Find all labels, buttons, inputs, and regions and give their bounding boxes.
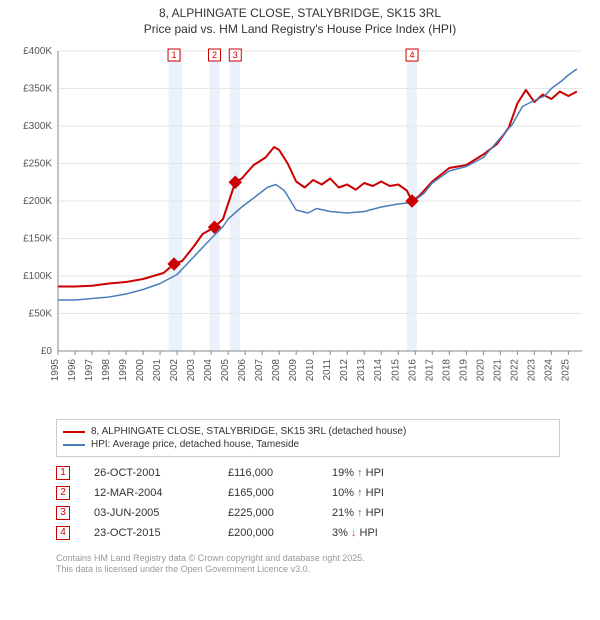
svg-text:£400K: £400K [23,46,52,57]
svg-text:2006: 2006 [237,359,248,382]
sales-row: 1 26-OCT-2001 £116,000 19% ↑ HPI [56,463,560,483]
svg-text:2003: 2003 [186,359,197,382]
svg-text:£300K: £300K [23,121,52,132]
sales-marker-box: 4 [56,526,70,540]
svg-text:1995: 1995 [50,359,61,382]
chart-svg: £0 £50K £100K £150K £200K £250K £300K £350K £400… [8,43,592,413]
sales-date: 23-OCT-2015 [94,527,204,539]
sales-diff: 10% ↑ HPI [332,487,422,499]
legend-swatch-series1 [63,431,85,433]
svg-text:£200K: £200K [23,196,52,207]
legend: 8, ALPHINGATE CLOSE, STALYBRIDGE, SK15 3… [56,419,560,457]
sales-price: £225,000 [228,507,308,519]
footer-attribution: Contains HM Land Registry data © Crown c… [56,553,560,576]
price-chart: £0 £50K £100K £150K £200K £250K £300K £350K £400… [8,43,592,413]
svg-text:4: 4 [410,50,415,60]
svg-text:2019: 2019 [458,359,469,382]
sales-price: £116,000 [228,467,308,479]
svg-text:2018: 2018 [441,359,452,382]
svg-text:2004: 2004 [203,359,214,382]
svg-text:2024: 2024 [543,359,554,382]
svg-text:2015: 2015 [390,359,401,382]
svg-text:£150K: £150K [23,234,52,245]
sales-marker-box: 2 [56,486,70,500]
sales-diff: 3% ↓ HPI [332,527,422,539]
sales-diff: 19% ↑ HPI [332,467,422,479]
svg-text:2020: 2020 [475,359,486,382]
footer-line2: This data is licensed under the Open Gov… [56,564,560,575]
sales-diff: 21% ↑ HPI [332,507,422,519]
legend-row-series2: HPI: Average price, detached house, Tame… [63,439,553,450]
svg-text:2013: 2013 [356,359,367,382]
sales-row: 2 12-MAR-2004 £165,000 10% ↑ HPI [56,483,560,503]
svg-text:2017: 2017 [424,359,435,382]
sales-date: 26-OCT-2001 [94,467,204,479]
svg-text:£100K: £100K [23,271,52,282]
sales-date: 12-MAR-2004 [94,487,204,499]
sales-price: £200,000 [228,527,308,539]
svg-text:2009: 2009 [288,359,299,382]
svg-text:2025: 2025 [560,359,571,382]
legend-label-series1: 8, ALPHINGATE CLOSE, STALYBRIDGE, SK15 3… [91,426,406,437]
svg-text:2021: 2021 [492,359,503,382]
footer-line1: Contains HM Land Registry data © Crown c… [56,553,560,564]
sales-table: 1 26-OCT-2001 £116,000 19% ↑ HPI 2 12-MAR-200… [56,463,560,543]
chart-title-block: 8, ALPHINGATE CLOSE, STALYBRIDGE, SK15 3… [0,0,600,39]
legend-label-series2: HPI: Average price, detached house, Tame… [91,439,299,450]
svg-text:2014: 2014 [373,359,384,382]
svg-text:2: 2 [212,50,217,60]
svg-text:3: 3 [233,50,238,60]
svg-text:2022: 2022 [509,359,520,382]
svg-text:1998: 1998 [101,359,112,382]
svg-text:1996: 1996 [67,359,78,382]
svg-text:2008: 2008 [271,359,282,382]
sales-marker-box: 3 [56,506,70,520]
svg-text:1997: 1997 [84,359,95,382]
svg-text:2011: 2011 [322,359,333,381]
svg-text:2007: 2007 [254,359,265,382]
svg-text:£50K: £50K [29,309,53,320]
svg-text:2023: 2023 [526,359,537,382]
svg-text:2005: 2005 [220,359,231,382]
legend-row-series1: 8, ALPHINGATE CLOSE, STALYBRIDGE, SK15 3… [63,426,553,437]
svg-text:2010: 2010 [305,359,316,382]
svg-text:2016: 2016 [407,359,418,382]
svg-text:2001: 2001 [152,359,163,382]
legend-swatch-series2 [63,444,85,446]
sales-price: £165,000 [228,487,308,499]
title-line2: Price paid vs. HM Land Registry's House … [0,22,600,38]
svg-text:2000: 2000 [135,359,146,382]
sales-row: 4 23-OCT-2015 £200,000 3% ↓ HPI [56,523,560,543]
sales-row: 3 03-JUN-2005 £225,000 21% ↑ HPI [56,503,560,523]
title-line1: 8, ALPHINGATE CLOSE, STALYBRIDGE, SK15 3… [0,6,600,22]
svg-text:2012: 2012 [339,359,350,382]
sales-date: 03-JUN-2005 [94,507,204,519]
sales-marker-box: 1 [56,466,70,480]
svg-text:2002: 2002 [169,359,180,382]
svg-text:£0: £0 [41,346,53,357]
svg-text:1: 1 [172,50,177,60]
svg-text:£350K: £350K [23,84,52,95]
svg-text:£250K: £250K [23,159,52,170]
svg-text:1999: 1999 [118,359,129,382]
